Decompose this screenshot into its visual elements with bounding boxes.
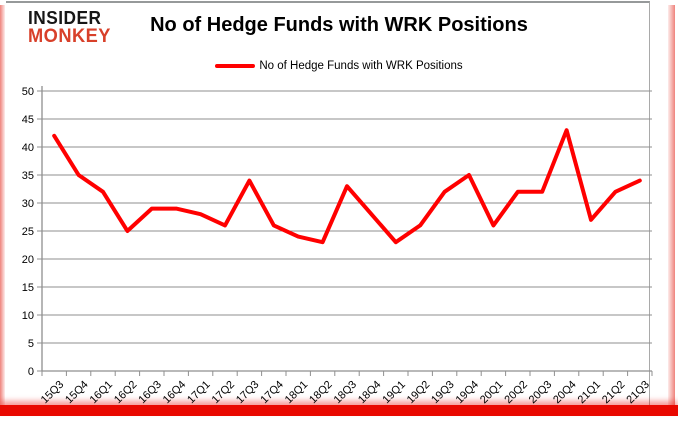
x-tick-label: 19Q3 xyxy=(429,379,457,407)
legend: No of Hedge Funds with WRK Positions xyxy=(0,60,678,72)
legend-label: No of Hedge Funds with WRK Positions xyxy=(259,60,463,72)
y-tick-label: 10 xyxy=(22,310,34,322)
series-line-wrk xyxy=(52,128,642,245)
x-tick-label: 21Q2 xyxy=(600,379,628,407)
y-tick-label: 5 xyxy=(28,338,34,350)
x-tick-label: 19Q4 xyxy=(454,379,482,407)
right-red-glow-border xyxy=(668,5,675,405)
y-tick-label: 0 xyxy=(28,366,34,378)
x-tick-label: 20Q2 xyxy=(502,379,530,407)
x-tick-label: 21Q1 xyxy=(576,379,604,407)
y-tick-label: 35 xyxy=(22,170,34,182)
x-tick-label: 15Q3 xyxy=(39,379,67,407)
x-tick-label: 17Q1 xyxy=(185,379,213,407)
x-tick-label: 18Q4 xyxy=(356,379,384,407)
x-tick-label: 18Q1 xyxy=(283,379,311,407)
x-tick-label: 21Q3 xyxy=(624,379,652,407)
x-tick-label: 18Q2 xyxy=(307,379,335,407)
y-tick-label: 50 xyxy=(22,86,34,98)
bottom-red-accent-bar xyxy=(0,405,678,416)
x-tick-label: 16Q1 xyxy=(88,379,116,407)
y-tick-label: 20 xyxy=(22,254,34,266)
x-tick-label: 19Q2 xyxy=(405,379,433,407)
x-tick-label: 19Q1 xyxy=(380,379,408,407)
y-tick-label: 45 xyxy=(22,114,34,126)
x-tick-label: 17Q4 xyxy=(258,379,286,407)
x-tick-label: 15Q4 xyxy=(63,379,91,407)
x-tick-label: 17Q3 xyxy=(234,379,262,407)
y-tick-label: 40 xyxy=(22,142,34,154)
logo-text-monkey: MONKEY xyxy=(28,26,111,48)
x-tick-label: 20Q1 xyxy=(478,379,506,407)
x-tick-label: 20Q3 xyxy=(527,379,555,407)
x-tick-label: 18Q3 xyxy=(332,379,360,407)
y-tick-label: 30 xyxy=(22,198,34,210)
x-tick-label: 16Q2 xyxy=(112,379,140,407)
x-tick-label: 20Q4 xyxy=(551,379,579,407)
x-tick-label: 16Q3 xyxy=(136,379,164,407)
x-tick-label: 17Q2 xyxy=(210,379,238,407)
y-tick-label: 15 xyxy=(22,282,34,294)
legend-line-swatch xyxy=(215,64,256,68)
insider-monkey-logo: INSIDER MONKEY xyxy=(28,9,111,47)
y-tick-label: 25 xyxy=(22,226,34,238)
logo-text-insider: INSIDER xyxy=(28,8,102,28)
x-tick-label: 16Q4 xyxy=(161,379,189,407)
chart-title: No of Hedge Funds with WRK Positions xyxy=(150,14,528,36)
left-red-glow-border xyxy=(0,5,5,405)
chart-frame xyxy=(6,1,650,409)
